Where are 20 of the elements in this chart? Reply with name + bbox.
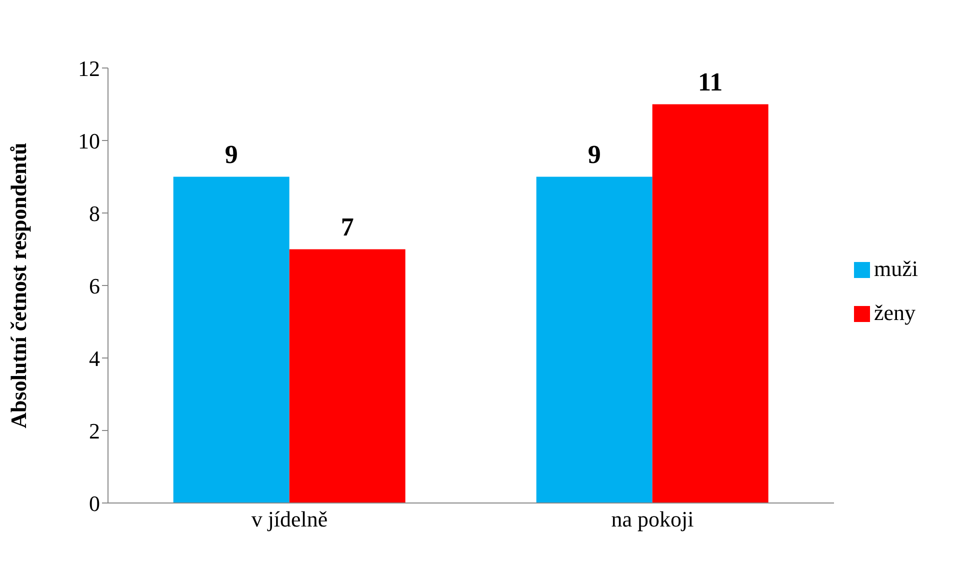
y-tick-label: 6	[89, 273, 100, 298]
data-label: 9	[588, 140, 601, 169]
bar	[173, 176, 290, 503]
y-tick-label: 8	[89, 200, 100, 226]
legend-label: muži	[874, 256, 918, 280]
x-tick-label: na pokoji	[611, 506, 694, 532]
data-label: 7	[340, 212, 354, 242]
y-tick-label: 12	[78, 56, 100, 81]
y-tick-label: 0	[89, 490, 100, 516]
y-tick-label: 10	[78, 128, 100, 154]
data-label: 9	[224, 140, 238, 169]
bar	[289, 249, 406, 503]
y-axis-title: Absolutní četnost respondentů	[6, 142, 31, 428]
y-tick-label: 4	[89, 346, 100, 371]
y-tick-label: 2	[89, 418, 100, 444]
bar	[536, 176, 652, 503]
data-label: 11	[698, 67, 723, 96]
bar	[652, 104, 768, 503]
legend-label: ženy	[874, 300, 916, 324]
x-tick-label: v jídelně	[251, 506, 328, 532]
